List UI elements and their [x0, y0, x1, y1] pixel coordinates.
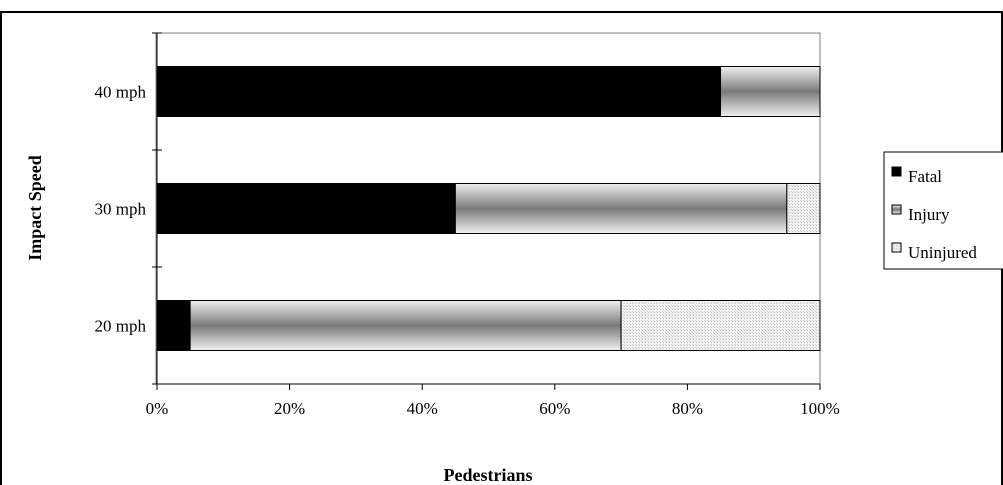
legend-swatch-uninjured	[891, 242, 902, 253]
legend-label-uninjured: Uninjured	[908, 243, 977, 262]
axes-group: 20 mph 30 mph 40 mph 0% 20% 40% 60% 80% 100%	[95, 32, 840, 418]
bar-uninjured-20-mph	[620, 300, 821, 351]
bar-fatal-20-mph	[156, 300, 191, 351]
bar-fatal-40-mph	[156, 66, 722, 117]
x-tick-label: 20%	[274, 399, 305, 418]
x-tick-label: 60%	[539, 399, 570, 418]
y-tick-label: 20 mph	[95, 317, 147, 336]
legend-label-fatal: Fatal	[908, 167, 942, 186]
bars-group	[156, 66, 821, 351]
y-axis-title: Impact Speed	[25, 155, 45, 261]
y-tick-label: 40 mph	[95, 83, 147, 102]
y-tick-label: 30 mph	[95, 200, 147, 219]
bar-injury-30-mph	[454, 183, 788, 234]
x-axis-title: Pedestrians	[444, 465, 533, 485]
x-tick-label: 80%	[672, 399, 703, 418]
x-tick-label: 0%	[146, 399, 169, 418]
legend-box	[883, 151, 1003, 270]
bar-injury-20-mph	[189, 300, 622, 351]
legend: Fatal Injury Uninjured	[891, 166, 977, 262]
x-tick-label: 40%	[407, 399, 438, 418]
legend-label-injury: Injury	[908, 205, 950, 224]
legend-swatch-fatal	[891, 166, 902, 177]
bar-uninjured-30-mph	[786, 183, 821, 234]
bar-injury-40-mph	[720, 66, 821, 117]
legend-swatch-injury	[891, 204, 902, 215]
bar-fatal-30-mph	[156, 183, 456, 234]
x-tick-label: 100%	[800, 399, 840, 418]
